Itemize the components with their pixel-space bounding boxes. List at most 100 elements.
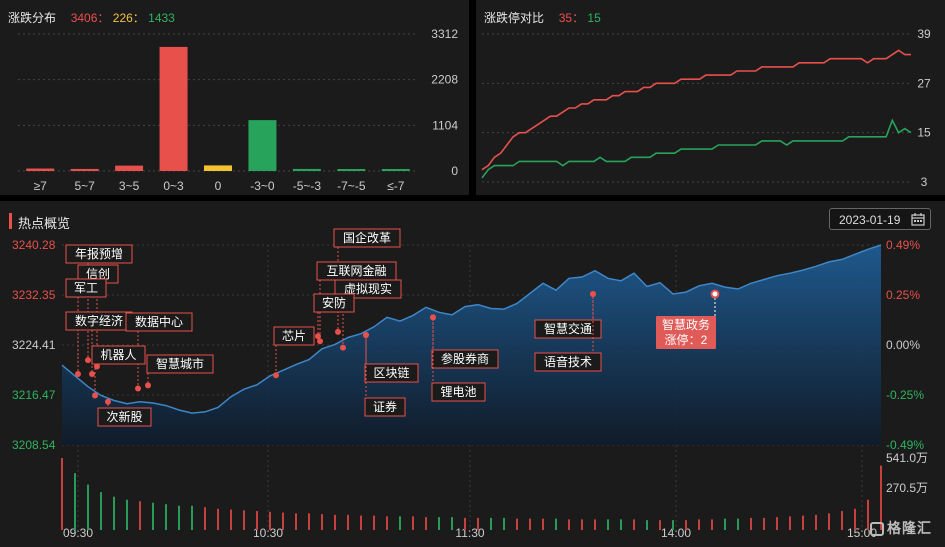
volume-bar — [737, 518, 739, 530]
annotation-label: 语音技术 — [544, 354, 592, 369]
volume-bar — [750, 517, 752, 530]
volume-bar — [464, 517, 466, 530]
volume-bar — [386, 516, 388, 530]
annotation-label: 军工 — [74, 281, 98, 295]
highlight-limit: 涨停：2 — [665, 332, 708, 347]
annotation-label: 区块链 — [373, 365, 409, 380]
flat-count: 226 — [112, 11, 133, 25]
annotation-dot — [75, 371, 81, 378]
y-tick-right: -0.25% — [886, 388, 924, 402]
limit-header: 涨跌停对比 35： 15 — [484, 11, 601, 25]
volume-label: 270.5万 — [886, 481, 928, 495]
annotation-box — [273, 326, 315, 346]
volume-bar — [243, 510, 245, 530]
distribution-chart: 3312 2208 1104 0 ≥7 5~7 3~5 0~3 0 -3~0 -5~-3 -7~-5 ≤… — [18, 27, 458, 193]
bar — [381, 169, 410, 171]
x-tick-label: 5~7 — [74, 179, 95, 193]
y-tick-label: 27 — [917, 76, 931, 90]
limit-down-count: 15 — [587, 11, 601, 25]
volume-bar — [126, 499, 128, 530]
volume-bar — [659, 520, 661, 530]
y-tick-right: 0.00% — [886, 338, 920, 352]
annotation-dot — [317, 338, 323, 345]
volume-bar — [685, 520, 687, 530]
y-tick-label: 3312 — [431, 27, 458, 41]
volume-bar — [555, 518, 557, 530]
volume-bar — [152, 502, 154, 530]
annotation-box — [431, 382, 486, 402]
y-tick-left: 3240.28 — [12, 238, 56, 252]
x-tick-label: 10:30 — [253, 526, 283, 540]
volume-bar — [516, 518, 518, 530]
volume-bar — [412, 516, 414, 530]
series-line — [481, 49, 911, 171]
x-tick-label: 3~5 — [119, 179, 140, 193]
annotation-label: 参股券商 — [441, 351, 489, 366]
y-tick-right: 0.49% — [886, 238, 920, 252]
annotation-box — [146, 354, 214, 374]
annotation-dot — [430, 314, 436, 321]
annotation-dot — [335, 328, 341, 335]
annotation-dot — [590, 291, 596, 298]
volume-label: 541.0万 — [886, 451, 928, 465]
volume-bar — [308, 513, 310, 530]
annotation-label: 国企改革 — [343, 230, 391, 245]
x-tick-label: -3~0 — [250, 179, 275, 193]
series-line — [481, 118, 912, 179]
volume-bar — [828, 513, 830, 530]
bar — [337, 169, 366, 171]
highlight-box — [656, 316, 716, 349]
volume-bar — [100, 492, 102, 530]
date-picker[interactable]: 2023-01-19 — [829, 208, 931, 230]
volume-bar — [490, 517, 492, 530]
annotation-label: 信创 — [86, 267, 110, 281]
annotation-box — [431, 349, 499, 369]
volume-bar — [204, 507, 206, 530]
volume-bar — [269, 511, 271, 530]
volume-bar — [802, 515, 804, 530]
distribution-title: 涨跌分布 — [8, 11, 57, 25]
volume-bar — [321, 514, 323, 530]
volume-bar — [646, 520, 648, 530]
volume-bar — [841, 511, 843, 530]
annotation-label: 安防 — [322, 295, 346, 310]
limit-panel: 涨跌停对比 35： 15 39 27 15 3 — [476, 0, 945, 195]
annotation-label: 次新股 — [106, 409, 142, 424]
limit-up-count: 35 — [558, 11, 573, 25]
volume-bar — [633, 519, 635, 530]
x-tick-label: 0 — [215, 179, 222, 193]
volume-bar — [789, 516, 791, 530]
volume-bar — [880, 465, 882, 530]
annotation-label: 数字经济 — [75, 313, 123, 328]
y-tick-left: 3224.41 — [12, 338, 56, 352]
brand-logo-icon — [870, 522, 884, 536]
annotation-box — [364, 363, 419, 383]
brand-watermark: 格隆汇 — [870, 518, 932, 538]
annotation-box — [333, 228, 401, 248]
bar — [159, 46, 188, 172]
x-tick-label: 14:00 — [661, 526, 691, 540]
x-tick-label: 0~3 — [163, 179, 184, 193]
highlight-dot — [710, 289, 720, 299]
volume-bar — [139, 501, 141, 530]
distribution-header: 涨跌分布 3406： 226： 1433 — [8, 11, 175, 25]
y-tick-right: 0.25% — [886, 288, 920, 302]
annotation-box — [534, 319, 602, 339]
annotation-dot — [92, 392, 98, 399]
bar — [26, 168, 55, 171]
x-tick-label: -5~-3 — [293, 179, 322, 193]
volume-bar — [867, 499, 869, 530]
volume-bar — [672, 520, 674, 530]
y-tick-left: 3216.47 — [12, 388, 56, 402]
x-tick-label: ≥7 — [34, 179, 48, 193]
annotation-label: 虚拟现实 — [344, 281, 392, 296]
y-tick-left: 3232.35 — [12, 288, 56, 302]
annotation-dot — [135, 385, 141, 392]
calendar-icon[interactable] — [911, 212, 925, 226]
annotation-box — [97, 407, 152, 427]
x-tick-label: ≤-7 — [387, 179, 405, 193]
volume-bar — [581, 519, 583, 530]
volume-bar — [178, 505, 180, 530]
volume-bar — [711, 519, 713, 530]
down-count: 1433 — [148, 11, 175, 25]
